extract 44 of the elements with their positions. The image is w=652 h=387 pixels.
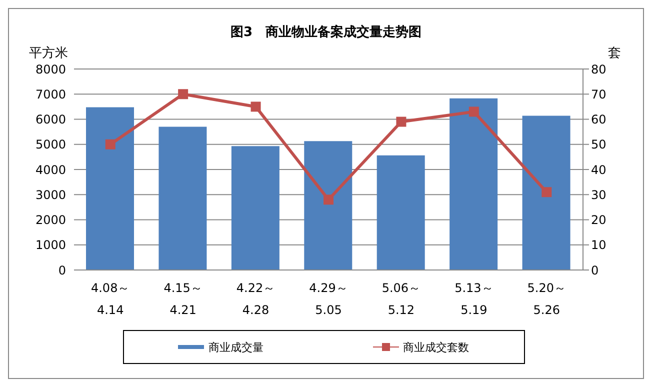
y2-axis-title: 套 — [608, 45, 621, 62]
x-tick-label: 4.29～ 5.05 — [309, 281, 348, 317]
x-tick-label: 4.22～ 4.28 — [236, 281, 276, 317]
y-tick-label: 0 — [58, 263, 66, 278]
y2-tick-label: 70 — [591, 87, 606, 102]
bar — [522, 116, 570, 270]
y-tick-label: 5000 — [35, 138, 66, 152]
y-tick-label: 2000 — [35, 213, 66, 228]
point — [542, 187, 552, 198]
bar — [450, 98, 498, 270]
chart-title: 图3 商业物业备案成交量走势图 — [229, 24, 423, 41]
point — [468, 106, 479, 117]
point — [178, 89, 188, 100]
y-tick-label: 3000 — [35, 188, 66, 202]
point — [324, 194, 334, 205]
point — [396, 116, 406, 127]
y-tick-label: 4000 — [35, 162, 66, 177]
y2-tick-label: 40 — [591, 162, 606, 177]
point — [105, 139, 116, 150]
bar — [86, 107, 134, 270]
y-tick-label: 6000 — [35, 112, 66, 127]
y-tick-label: 7000 — [35, 87, 66, 102]
x-tick-label: 5.13～ 5.19 — [454, 281, 494, 317]
y2-tick-label: 20 — [591, 213, 606, 228]
y2-tick-label: 80 — [591, 62, 606, 76]
y2-tick-label: 60 — [591, 112, 606, 127]
y-axis-title: 平方米 — [29, 45, 68, 62]
y2-tick-label: 30 — [591, 188, 606, 202]
x-tick-label: 4.08～ 4.14 — [91, 281, 130, 317]
x-tick-label: 4.15～ 4.21 — [164, 281, 202, 317]
x-tick-label: 5.06～ 5.12 — [382, 281, 421, 317]
legend-label: 商业成交量 — [208, 340, 264, 354]
legend-label: 商业成交套数 — [402, 340, 469, 354]
y-tick-label: 8000 — [35, 62, 66, 76]
y-tick-label: 1000 — [35, 238, 66, 252]
bar — [231, 146, 280, 270]
x-tick-label: 5.20～ 5.26 — [527, 281, 566, 317]
y2-tick-label: 0 — [591, 263, 599, 278]
y2-tick-label: 50 — [591, 138, 606, 152]
bar — [158, 126, 207, 270]
point — [250, 102, 261, 112]
bar — [304, 141, 352, 270]
y2-tick-label: 10 — [591, 238, 606, 252]
bar — [376, 155, 425, 270]
